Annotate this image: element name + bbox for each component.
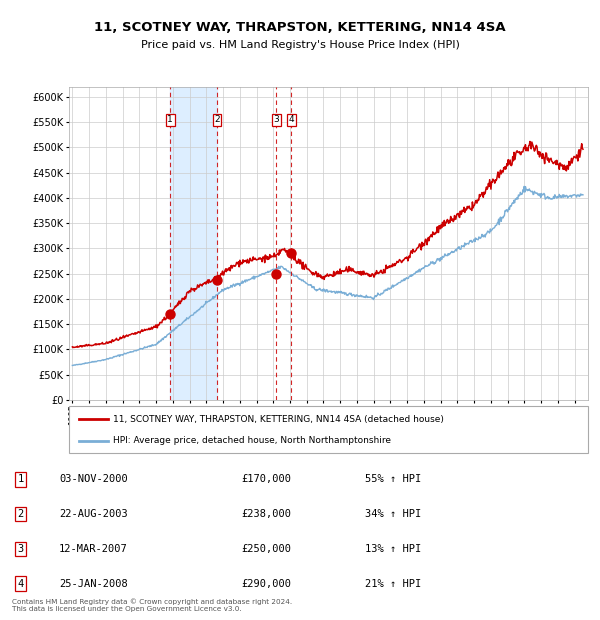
Bar <box>170 87 217 400</box>
Text: £238,000: £238,000 <box>241 509 291 519</box>
Text: 1: 1 <box>167 115 173 124</box>
Text: 4: 4 <box>17 578 24 589</box>
Text: 03-NOV-2000: 03-NOV-2000 <box>59 474 128 484</box>
Text: 3: 3 <box>17 544 24 554</box>
FancyBboxPatch shape <box>69 406 588 453</box>
Text: 11, SCOTNEY WAY, THRAPSTON, KETTERING, NN14 4SA: 11, SCOTNEY WAY, THRAPSTON, KETTERING, N… <box>94 22 506 34</box>
Text: HPI: Average price, detached house, North Northamptonshire: HPI: Average price, detached house, Nort… <box>113 436 391 446</box>
Text: 13% ↑ HPI: 13% ↑ HPI <box>365 544 421 554</box>
Text: 12-MAR-2007: 12-MAR-2007 <box>59 544 128 554</box>
Text: 55% ↑ HPI: 55% ↑ HPI <box>365 474 421 484</box>
Text: 2: 2 <box>214 115 220 124</box>
Text: 1: 1 <box>17 474 24 484</box>
Text: £170,000: £170,000 <box>241 474 291 484</box>
Text: 25-JAN-2008: 25-JAN-2008 <box>59 578 128 589</box>
Text: £290,000: £290,000 <box>241 578 291 589</box>
Text: 11, SCOTNEY WAY, THRAPSTON, KETTERING, NN14 4SA (detached house): 11, SCOTNEY WAY, THRAPSTON, KETTERING, N… <box>113 415 444 423</box>
Text: Price paid vs. HM Land Registry's House Price Index (HPI): Price paid vs. HM Land Registry's House … <box>140 40 460 50</box>
Text: Contains HM Land Registry data © Crown copyright and database right 2024.
This d: Contains HM Land Registry data © Crown c… <box>12 598 292 612</box>
Text: £250,000: £250,000 <box>241 544 291 554</box>
Text: 3: 3 <box>274 115 280 124</box>
Text: 34% ↑ HPI: 34% ↑ HPI <box>365 509 421 519</box>
Text: 21% ↑ HPI: 21% ↑ HPI <box>365 578 421 589</box>
Text: 2: 2 <box>17 509 24 519</box>
Text: 4: 4 <box>289 115 294 124</box>
Text: 22-AUG-2003: 22-AUG-2003 <box>59 509 128 519</box>
